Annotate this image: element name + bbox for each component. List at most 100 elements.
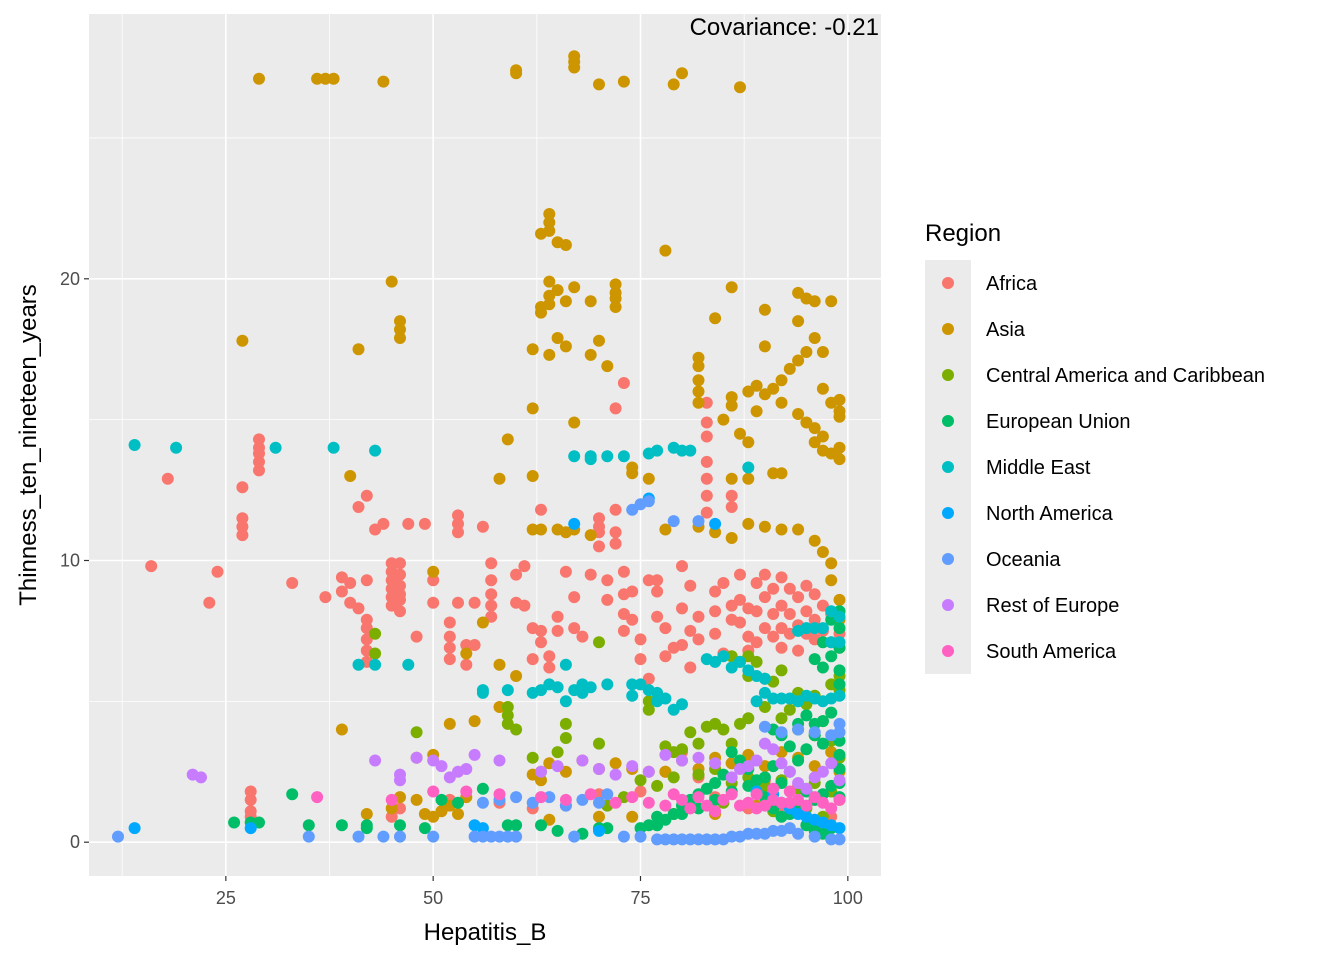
point-africa: [700, 472, 713, 485]
point-oceania: [676, 833, 688, 846]
point-central-america-and-caribbean: [410, 726, 423, 739]
point-south-america: [642, 796, 655, 809]
point-africa: [485, 599, 498, 612]
point-european-union: [551, 824, 564, 837]
point-asia: [543, 208, 556, 220]
point-africa: [676, 639, 688, 651]
point-africa: [352, 501, 365, 513]
point-asia: [659, 244, 672, 257]
point-africa: [253, 464, 265, 477]
point-asia: [327, 72, 340, 85]
point-south-america: [427, 785, 440, 798]
point-africa: [535, 636, 547, 649]
point-oceania: [617, 830, 630, 843]
point-middle-east: [559, 695, 572, 708]
point-africa: [717, 577, 730, 589]
point-africa: [684, 624, 697, 637]
point-oceania: [510, 791, 523, 804]
point-africa: [758, 591, 771, 604]
point-africa: [642, 574, 655, 587]
point-africa: [651, 610, 664, 623]
point-asia: [559, 295, 572, 308]
point-south-america: [584, 788, 597, 801]
point-africa: [535, 624, 547, 637]
legend-label: Oceania: [986, 549, 1061, 571]
point-asia: [692, 396, 705, 409]
point-south-america: [311, 791, 324, 804]
point-africa: [236, 520, 249, 533]
point-asia: [319, 72, 332, 85]
point-asia: [692, 360, 705, 373]
point-oceania: [808, 830, 821, 843]
point-africa: [510, 568, 523, 581]
point-africa: [634, 653, 647, 666]
point-africa: [410, 630, 423, 643]
point-oceania: [725, 830, 738, 843]
point-asia: [377, 75, 390, 88]
point-asia: [601, 360, 614, 373]
point-asia: [808, 534, 821, 547]
point-middle-east: [626, 678, 639, 691]
point-asia: [626, 467, 639, 480]
point-south-america: [692, 791, 705, 804]
point-africa: [394, 579, 406, 592]
point-asia: [568, 416, 581, 429]
point-rest-of-europe: [609, 768, 622, 781]
y-axis-title: Thinness_ten_nineteen_years: [15, 284, 42, 606]
point-asia: [493, 658, 506, 671]
point-european-union: [725, 746, 738, 759]
point-africa: [584, 568, 597, 581]
legend-label: Central America and Caribbean: [986, 365, 1265, 387]
point-middle-east: [568, 450, 581, 463]
point-european-union: [825, 706, 838, 719]
point-asia: [535, 227, 547, 240]
point-asia: [725, 281, 738, 294]
point-south-america: [609, 796, 622, 809]
point-oceania: [825, 833, 838, 846]
point-european-union: [651, 819, 664, 832]
point-africa: [676, 560, 688, 573]
point-africa: [485, 574, 498, 587]
point-asia: [758, 520, 771, 533]
point-central-america-and-caribbean: [551, 746, 564, 759]
point-africa: [360, 574, 373, 587]
point-middle-east: [501, 684, 514, 697]
point-south-america: [709, 805, 722, 818]
point-asia: [543, 289, 556, 302]
point-south-america: [559, 793, 572, 806]
point-asia: [725, 391, 738, 404]
point-africa: [518, 560, 531, 573]
x-axis-ticks: 25 50 75 100: [216, 876, 863, 908]
point-asia: [236, 334, 249, 347]
point-asia: [593, 810, 605, 823]
point-asia: [584, 529, 597, 542]
x-tick-label: 25: [216, 888, 236, 908]
point-africa: [543, 661, 556, 674]
point-africa: [576, 630, 589, 643]
point-africa: [609, 537, 622, 550]
point-south-america: [800, 799, 813, 812]
point-asia: [617, 75, 630, 88]
point-rest-of-europe: [468, 748, 481, 761]
point-oceania: [758, 720, 771, 733]
point-european-union: [808, 717, 821, 730]
point-asia: [253, 72, 265, 85]
point-rest-of-europe: [783, 765, 796, 778]
point-africa: [617, 565, 630, 578]
legend-title: Region: [925, 220, 1001, 247]
point-oceania: [742, 827, 755, 840]
point-asia: [460, 647, 473, 660]
point-central-america-and-caribbean: [742, 712, 755, 725]
point-africa: [767, 630, 780, 643]
point-european-union: [476, 782, 489, 795]
point-asia: [792, 408, 805, 420]
point-middle-east: [758, 686, 771, 699]
point-africa: [244, 793, 257, 806]
point-european-union: [302, 819, 315, 832]
point-asia: [526, 343, 539, 356]
point-oceania: [651, 833, 664, 846]
point-asia: [833, 441, 846, 454]
point-central-america-and-caribbean: [501, 701, 514, 713]
point-asia: [344, 470, 357, 482]
point-africa: [725, 489, 738, 502]
